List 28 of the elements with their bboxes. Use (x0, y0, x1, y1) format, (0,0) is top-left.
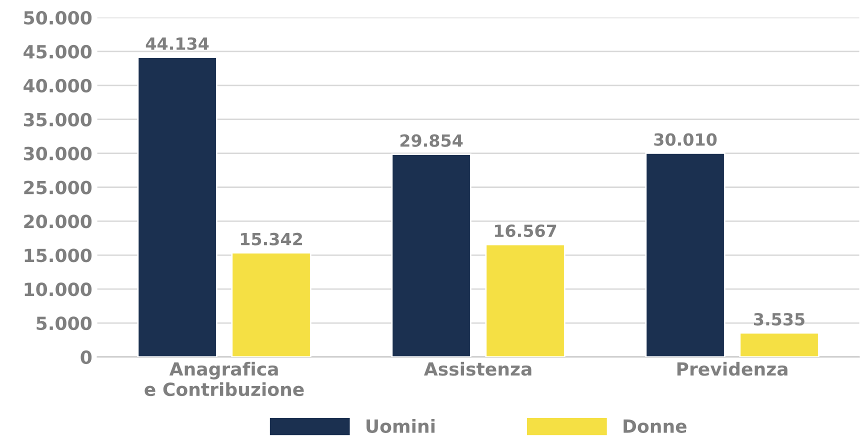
data-label: 29.854 (400, 134, 463, 147)
data-label: 3.535 (754, 312, 804, 326)
x-tick-label: Previdenza (677, 362, 788, 376)
data-label: 15.342 (241, 232, 302, 246)
y-tick-label: 45.000 (24, 44, 92, 59)
y-tick-label: 15.000 (24, 248, 92, 262)
data-label: 44.134 (146, 37, 209, 50)
legend-label: Donne (624, 420, 686, 433)
y-tick-label: 25.000 (24, 180, 92, 194)
y-tick-label: 5.000 (36, 316, 92, 330)
bar (645, 152, 726, 357)
bar (739, 332, 820, 357)
x-tick-label: Anagrafica e Contribuzione (144, 362, 304, 396)
y-tick-label: 20.000 (24, 214, 92, 228)
y-tick-label: 35.000 (24, 112, 92, 126)
y-tick-label: 50.000 (24, 10, 92, 25)
bar (231, 252, 312, 357)
y-tick-label: 10.000 (24, 282, 92, 296)
data-label: 16.567 (495, 224, 556, 238)
x-tick-label: Assistenza (424, 362, 532, 376)
y-tick-label: 0 (80, 350, 92, 364)
data-label: 30.010 (654, 133, 717, 146)
bar (137, 56, 218, 357)
bar (391, 154, 472, 357)
bar (485, 244, 566, 357)
y-tick-label: 40.000 (24, 78, 92, 93)
legend-label: Uomini (366, 418, 435, 433)
y-tick-label: 30.000 (24, 146, 92, 160)
